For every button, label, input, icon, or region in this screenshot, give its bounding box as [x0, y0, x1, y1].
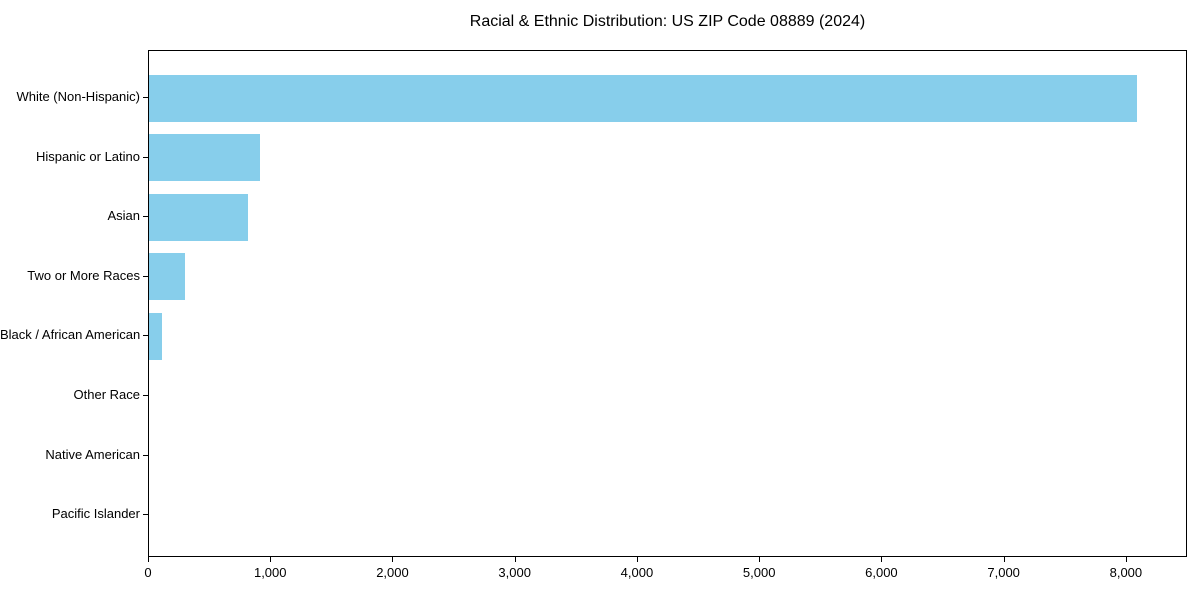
- bar-black-african-american: [149, 312, 162, 360]
- x-tick-label: 3,000: [498, 565, 531, 580]
- x-tick-label: 1,000: [253, 565, 287, 580]
- y-tick-mark: [143, 395, 148, 396]
- category-label: Pacific Islander: [51, 506, 140, 522]
- x-tick-label: 8,000: [1109, 565, 1143, 580]
- y-tick-mark: [143, 97, 148, 98]
- category-label: Black / African American: [0, 327, 141, 343]
- x-tick-mark: [636, 557, 638, 562]
- y-tick-mark: [143, 216, 148, 218]
- category-label: White (Non-Hispanic): [16, 89, 140, 104]
- y-tick-mark: [143, 335, 148, 337]
- bar-hispanic-or-latino: [149, 134, 260, 182]
- x-tick-mark: [881, 557, 883, 562]
- category-label: Hispanic or Latino: [35, 148, 140, 164]
- x-tick-mark: [148, 557, 149, 562]
- bar-white-non-hispanic: [149, 74, 1137, 122]
- x-tick-label: 6,000: [865, 565, 898, 580]
- x-tick-mark: [514, 557, 516, 562]
- y-tick-mark: [143, 275, 148, 277]
- x-tick-mark: [270, 557, 272, 562]
- x-tick-label: 2,000: [376, 565, 409, 580]
- y-tick-mark: [143, 454, 148, 456]
- category-label: Native American: [45, 446, 140, 462]
- x-tick-label: 0: [144, 565, 152, 580]
- bar-two-or-more-races: [149, 253, 186, 301]
- y-tick-mark: [143, 514, 148, 516]
- x-tick-label: 7,000: [987, 565, 1020, 580]
- bar-asian: [149, 193, 248, 241]
- x-tick-label: 4,000: [620, 565, 654, 580]
- y-tick-mark: [143, 156, 148, 158]
- category-label: Asian: [107, 208, 140, 224]
- x-tick-mark: [392, 557, 394, 562]
- chart-title: Racial & Ethnic Distribution: US ZIP Cod…: [469, 13, 866, 30]
- x-tick-mark: [759, 557, 761, 562]
- plot-area: [148, 50, 1187, 557]
- x-tick-mark: [1125, 557, 1127, 562]
- x-tick-label: 5,000: [742, 565, 776, 580]
- category-label: Two or More Races: [27, 267, 140, 283]
- x-tick-mark: [1003, 557, 1005, 562]
- category-label: Other Race: [73, 387, 140, 402]
